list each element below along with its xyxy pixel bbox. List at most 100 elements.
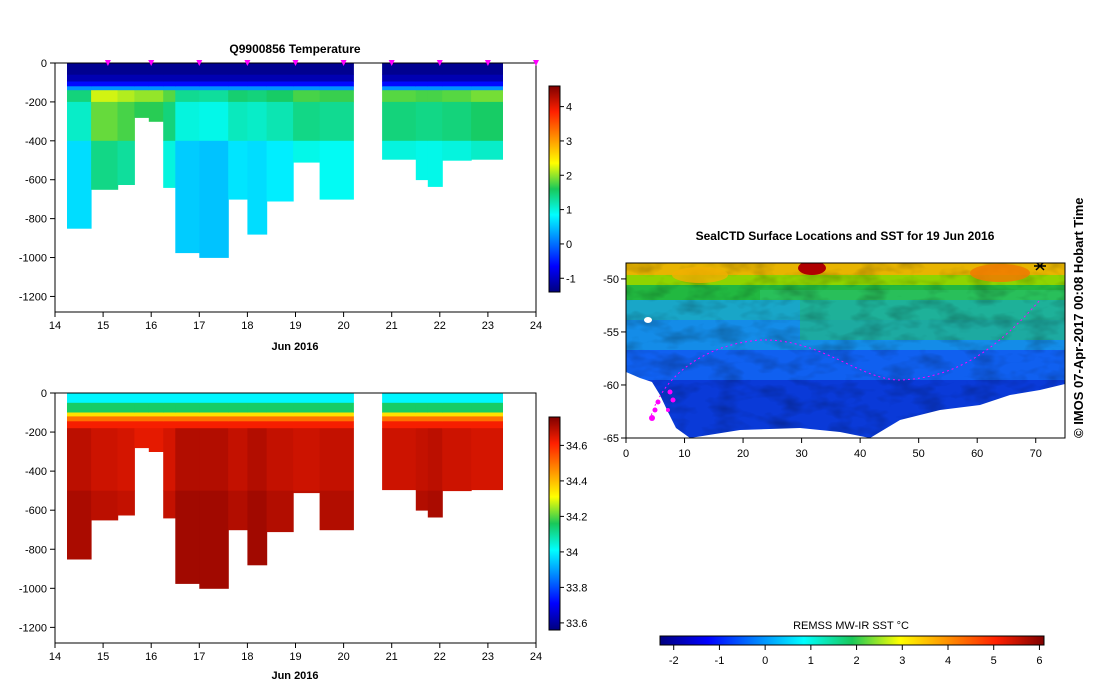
temperature-axes: 14 15 16 17 18 19 20 21 22 23 24 0 -200 -400 -600 -800 -… [19,58,542,332]
salinity-colorbar [548,416,561,631]
profile-9 [247,63,268,235]
sst-colorbar-tick-label: 1 [808,655,814,667]
y-tick-label: -400 [25,136,47,148]
sst-map: SealCTD Surface Locations and SST for 19… [603,229,1066,667]
profile-3 [134,393,150,449]
sst-map-axes: 0 10 20 30 40 50 60 70 -50 -55 -60 -65 [603,274,1042,460]
colorbar-tick-label: 34.2 [566,511,587,523]
profile-7 [199,393,229,589]
colorbar-tick-label: 1 [566,205,572,217]
profile-14 [415,63,429,181]
colorbar-tick-label: 34.4 [566,476,587,488]
map-y-tick-label: -65 [603,433,619,445]
profile-marker [533,60,539,66]
profile-1 [91,63,119,190]
map-x-tick-label: 60 [971,448,983,460]
x-tick-label: 14 [49,651,61,663]
x-tick-label: 18 [241,320,253,332]
colorbar-tick-label: 3 [566,136,572,148]
profile-17 [471,63,503,160]
salinity-axes: 14 15 16 17 18 19 20 21 22 23 24 0 -200 -400 -600 -800 -… [19,388,542,663]
sst-colorbar-tick-label: 3 [899,655,905,667]
profile-marker [196,60,203,66]
colorbar-tick-label: 0 [566,239,572,251]
sst-colorbar-tick-label: 0 [762,655,768,667]
sst-colorbar-tick-label: 4 [945,655,951,667]
y-tick-label: -200 [25,97,47,109]
profile-15 [427,63,443,187]
profile-5 [163,393,176,519]
temperature-xlabel: Jun 2016 [271,341,318,353]
map-x-tick-label: 10 [678,448,690,460]
salinity-xlabel: Jun 2016 [271,670,318,682]
x-tick-label: 19 [289,320,301,332]
y-tick-label: -600 [25,505,47,517]
map-y-tick-label: -55 [603,327,619,339]
profile-marker [388,60,395,66]
x-tick-label: 23 [482,651,494,663]
y-tick-label: -200 [25,427,47,439]
x-tick-label: 21 [386,651,398,663]
temperature-title: Q9900856 Temperature [229,42,361,56]
profile-8 [228,63,248,200]
x-tick-label: 18 [241,651,253,663]
seal-locations [649,389,676,421]
profile-marker [292,60,299,66]
profile-10 [266,393,294,533]
profile-15 [427,393,443,518]
profile-4 [148,393,164,452]
profile-17 [471,393,503,491]
map-y-tick-label: -50 [603,274,619,286]
y-tick-label: -1200 [19,291,47,303]
y-tick-label: -600 [25,175,47,187]
imos-timestamp: © IMOS 07-Apr-2017 00:08 Hobart Time [1071,197,1086,438]
sst-colorbar [659,635,1045,646]
x-tick-label: 15 [97,651,109,663]
y-tick-label: 0 [41,58,47,70]
map-x-tick-label: 0 [623,448,629,460]
profile-8 [228,393,248,531]
map-x-tick-label: 30 [795,448,807,460]
y-tick-label: -1200 [19,622,47,634]
colorbar-tick-label: 33.8 [566,582,587,594]
x-tick-label: 21 [386,320,398,332]
colorbar-tick-label: 2 [566,170,572,182]
sst-colorbar-tick-label: -1 [715,655,725,667]
profile-4 [148,63,164,122]
colorbar-tick-label: 33.6 [566,618,587,630]
profile-0 [67,63,92,229]
profile-13 [382,63,417,160]
x-tick-label: 22 [434,651,446,663]
profile-marker [436,60,443,66]
y-tick-label: -800 [25,214,47,226]
profile-6 [175,393,200,584]
x-tick-label: 24 [530,651,542,663]
profile-marker [104,60,111,66]
profile-12 [319,393,354,531]
colorbar-tick-label: 34 [566,547,578,559]
map-x-tick-label: 50 [913,448,925,460]
x-tick-label: 24 [530,320,542,332]
sst-colorbar-tick-label: 2 [854,655,860,667]
x-tick-label: 19 [289,651,301,663]
x-tick-label: 15 [97,320,109,332]
profile-12 [319,63,354,200]
x-tick-label: 14 [49,320,61,332]
profile-9 [247,393,268,566]
y-tick-label: 0 [41,388,47,400]
profile-16 [442,393,472,492]
profile-13 [382,393,417,491]
sst-colorbar-label: REMSS MW-IR SST °C [793,620,909,632]
sst-colorbar-tick-label: -2 [669,655,679,667]
sst-field [626,263,1065,438]
temperature-colorbar-ticks: 4 3 2 1 0 -1 [560,102,576,285]
sst-colorbar-tick-label: 5 [991,655,997,667]
profile-2 [117,63,135,185]
x-tick-label: 20 [337,320,349,332]
profile-marker [148,60,155,66]
profile-6 [175,63,200,254]
y-tick-label: -800 [25,544,47,556]
profile-14 [415,393,429,511]
map-x-tick-label: 20 [737,448,749,460]
sst-colorbar-tick-label: 6 [1036,655,1042,667]
